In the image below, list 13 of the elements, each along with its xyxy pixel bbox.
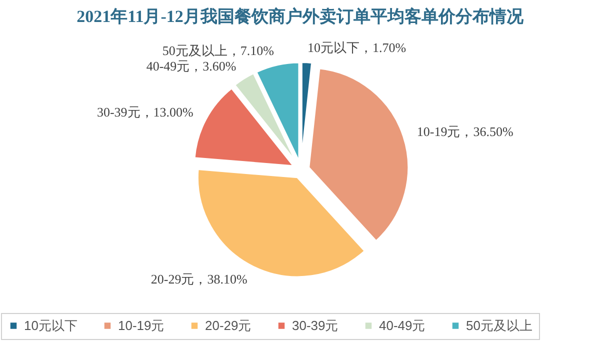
data-label: 20-29元，38.10% [150, 272, 248, 287]
legend-label: 10-19元 [118, 318, 164, 333]
legend-label: 50元及以上 [466, 318, 532, 333]
chart-title: 2021年11月-12月我国餐饮商户外卖订单平均客单价分布情况 [76, 7, 524, 26]
legend-label: 10元以下 [24, 318, 78, 333]
data-label: 10元以下，1.70% [308, 40, 406, 56]
data-label: 40-49元，3.60% [146, 58, 236, 74]
legend-label: 20-29元 [205, 318, 252, 333]
data-label: 10-19元，36.50% [416, 124, 514, 139]
legend-label: 30-39元 [292, 318, 338, 333]
data-label: 50元及以上，7.10% [162, 43, 274, 58]
legend-label: 40-49元 [379, 318, 426, 333]
data-label: 30-39元，13.00% [96, 104, 194, 120]
